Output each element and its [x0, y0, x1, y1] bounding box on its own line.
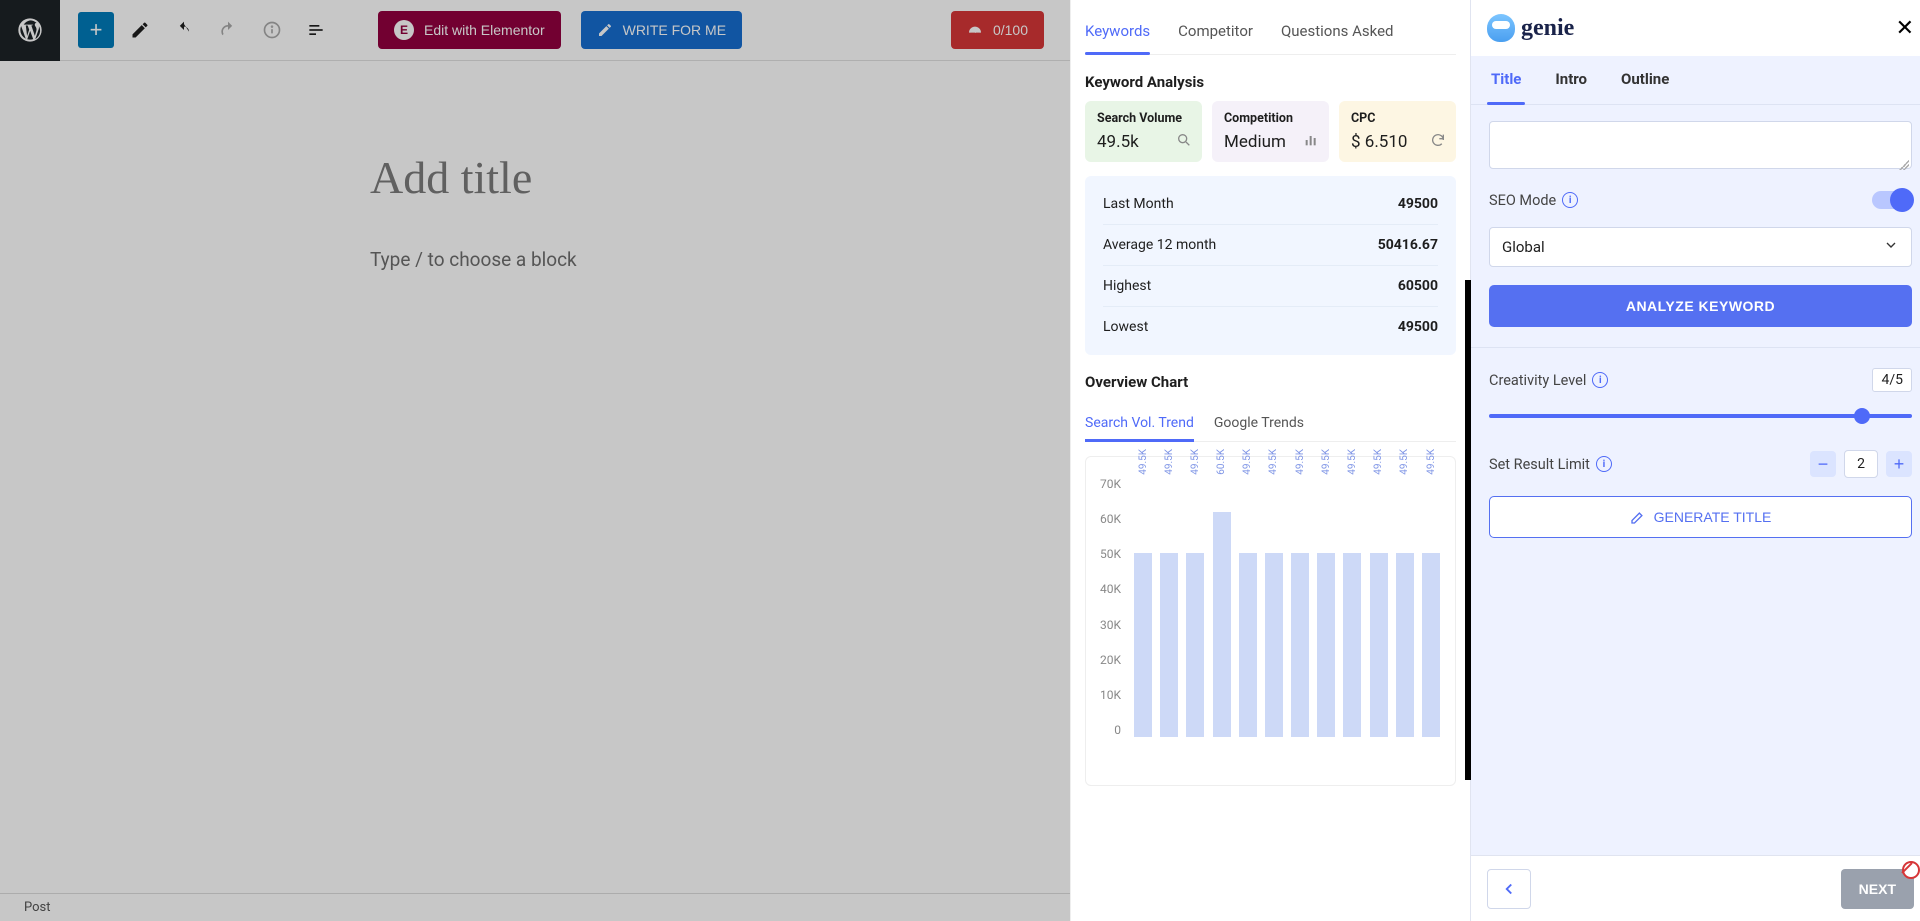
last-month-value: 49500 — [1398, 196, 1438, 212]
genie-mascot-icon — [1487, 14, 1515, 42]
edit-with-elementor-button[interactable]: E Edit with Elementor — [378, 11, 561, 49]
cpc-label: CPC — [1351, 111, 1444, 126]
write-for-me-button[interactable]: WRITE FOR ME — [581, 11, 742, 49]
tab-questions[interactable]: Questions Asked — [1281, 12, 1394, 54]
result-limit-stepper: − 2 + — [1810, 450, 1912, 478]
competition-card: Competition Medium — [1212, 101, 1329, 162]
elementor-label: Edit with Elementor — [424, 22, 545, 38]
overview-chart: 70K60K50K40K30K20K10K0 49.5K49.5K49.5K60… — [1085, 456, 1456, 786]
cpc-card: CPC $ 6.510 — [1339, 101, 1456, 162]
comp-label: Competition — [1224, 111, 1317, 126]
bars-icon — [1303, 132, 1319, 152]
tab-competitor[interactable]: Competitor — [1178, 12, 1253, 54]
score-label: 0/100 — [993, 22, 1028, 38]
tab-title[interactable]: Title — [1491, 56, 1521, 104]
chart-bars: 49.5K49.5K49.5K60.5K49.5K49.5K49.5K49.5K… — [1129, 477, 1441, 737]
creativity-value: 4/5 — [1872, 368, 1912, 392]
increment-button[interactable]: + — [1886, 451, 1912, 477]
seo-mode-toggle[interactable] — [1872, 191, 1912, 209]
write-label: WRITE FOR ME — [623, 22, 726, 38]
close-icon[interactable]: ✕ — [1896, 15, 1914, 41]
info-icon[interactable]: i — [1592, 372, 1608, 388]
genie-tabs: Title Intro Outline — [1471, 56, 1920, 105]
limit-value[interactable]: 2 — [1844, 450, 1878, 478]
tab-intro[interactable]: Intro — [1555, 56, 1587, 104]
y-axis: 70K60K50K40K30K20K10K0 — [1100, 477, 1129, 737]
elementor-icon: E — [394, 20, 414, 40]
info-icon[interactable]: i — [1562, 192, 1578, 208]
result-limit-label: Set Result Limit i — [1489, 456, 1612, 473]
genie-panel: genie ✕ Title Intro Outline SEO Mode i G… — [1470, 0, 1920, 921]
redo-icon — [210, 12, 246, 48]
overview-chart-heading: Overview Chart — [1085, 373, 1456, 391]
divider-bar — [1465, 280, 1471, 780]
wp-toolbar: + E Edit with Elementor WRITE FOR ME 0/1… — [0, 0, 1070, 61]
post-title-input[interactable]: Add title — [370, 151, 1070, 204]
keyword-tabs: Keywords Competitor Questions Asked — [1085, 12, 1456, 55]
wp-footer: Post — [0, 893, 1070, 921]
editor-canvas[interactable]: Add title Type / to choose a block — [0, 61, 1070, 893]
tab-keywords[interactable]: Keywords — [1085, 12, 1150, 54]
sv-label: Search Volume — [1097, 111, 1190, 126]
refresh-icon[interactable] — [1430, 132, 1446, 152]
post-type-label: Post — [24, 900, 51, 915]
last-month-label: Last Month — [1103, 196, 1174, 212]
avg-value: 50416.67 — [1378, 237, 1438, 253]
keyword-stats: Last Month 49500 Average 12 month 50416.67… — [1085, 176, 1456, 355]
decrement-button[interactable]: − — [1810, 451, 1836, 477]
outline-icon[interactable] — [298, 12, 334, 48]
chevron-left-icon — [1500, 880, 1518, 898]
next-label: NEXT — [1859, 881, 1896, 897]
avg-label: Average 12 month — [1103, 237, 1216, 253]
block-prompt[interactable]: Type / to choose a block — [370, 248, 1070, 271]
tab-outline[interactable]: Outline — [1621, 56, 1669, 104]
back-button[interactable] — [1487, 869, 1531, 909]
genie-logo: genie — [1487, 14, 1574, 42]
pen-icon — [1630, 509, 1646, 525]
seo-mode-label: SEO Mode i — [1489, 192, 1578, 209]
edit-tool-icon[interactable] — [122, 12, 158, 48]
creativity-slider[interactable] — [1489, 414, 1912, 418]
gauge-icon — [967, 22, 983, 38]
tab-google-trends[interactable]: Google Trends — [1214, 405, 1304, 441]
genie-logo-text: genie — [1521, 15, 1574, 42]
high-label: Highest — [1103, 278, 1151, 294]
genie-footer: NEXT — [1471, 855, 1920, 921]
seo-score-button[interactable]: 0/100 — [951, 11, 1044, 49]
chart-tabs: Search Vol. Trend Google Trends — [1085, 405, 1456, 442]
chevron-down-icon — [1883, 237, 1899, 257]
add-block-button[interactable]: + — [78, 12, 114, 48]
generate-label: GENERATE TITLE — [1654, 509, 1772, 525]
keyword-textarea[interactable] — [1489, 121, 1912, 169]
keyword-panel: Keywords Competitor Questions Asked Keyw… — [1070, 0, 1470, 921]
keyword-analysis-heading: Keyword Analysis — [1085, 73, 1456, 91]
creativity-label: Creativity Level i — [1489, 372, 1608, 389]
next-button: NEXT — [1841, 869, 1914, 909]
region-select[interactable]: Global — [1489, 227, 1912, 267]
search-volume-card: Search Volume 49.5k — [1085, 101, 1202, 162]
wp-logo[interactable] — [0, 0, 60, 61]
tab-search-vol-trend[interactable]: Search Vol. Trend — [1085, 405, 1194, 441]
analyze-keyword-button[interactable]: ANALYZE KEYWORD — [1489, 285, 1912, 327]
generate-title-button[interactable]: GENERATE TITLE — [1489, 496, 1912, 538]
pen-icon — [597, 22, 613, 38]
undo-icon[interactable] — [166, 12, 202, 48]
high-value: 60500 — [1398, 278, 1438, 294]
select-value: Global — [1502, 238, 1545, 256]
low-label: Lowest — [1103, 319, 1148, 335]
low-value: 49500 — [1398, 319, 1438, 335]
info-icon[interactable]: i — [1596, 456, 1612, 472]
genie-header: genie ✕ — [1471, 0, 1920, 56]
info-icon — [254, 12, 290, 48]
search-icon — [1176, 132, 1192, 152]
